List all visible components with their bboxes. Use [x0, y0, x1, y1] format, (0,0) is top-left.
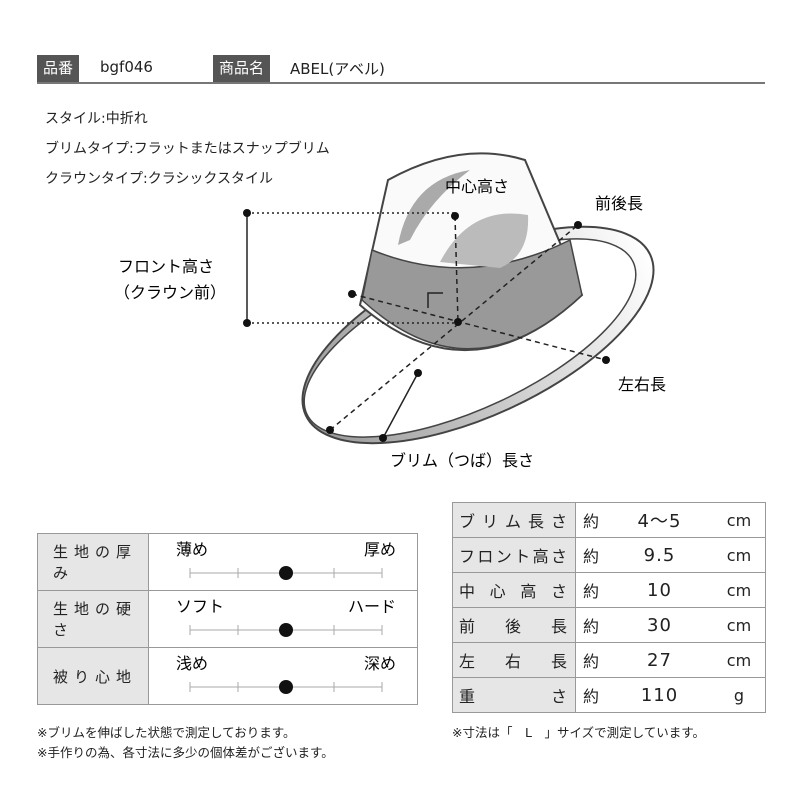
size-row: フロント高さ約 9.5 cm — [452, 537, 766, 573]
scale-left: 薄め — [176, 540, 208, 559]
feel-label: 被り心地 — [37, 647, 149, 705]
size-value: 9.5 — [606, 537, 713, 573]
size-label-text: 中心高さ — [459, 582, 569, 601]
style-line: ブリムタイプ:フラットまたはスナップブリム — [45, 141, 330, 157]
label: 前後長 — [595, 194, 643, 213]
feel-table: 生地の厚み 薄め 厚め生地の硬さ ソフト ハード被り心地 浅め 深め — [37, 533, 418, 705]
dot — [451, 212, 459, 220]
scale-left: 浅め — [176, 654, 208, 673]
size-row: 左右長約 27 cm — [452, 642, 766, 678]
dot — [243, 209, 251, 217]
feel-row: 生地の硬さ ソフト ハード — [37, 590, 418, 648]
size-table: ブリム長さ約 4～5 cm フロント高さ約 9.5 cm 中心高さ約 10 cm 前後長約 30 cm… — [452, 502, 766, 713]
scale: 薄め 厚め — [176, 540, 396, 580]
size-value: 27 — [606, 642, 713, 678]
scale-right: 厚め — [364, 540, 396, 559]
dot — [454, 318, 462, 326]
feel-scale: ソフト ハード — [148, 590, 418, 648]
label: 中心高さ — [445, 177, 509, 196]
left-right-line — [351, 293, 607, 361]
size-prefix: 約 — [575, 572, 606, 608]
size-label-text: フロント高さ — [459, 547, 569, 566]
label: ブリム（つば）長さ — [390, 451, 534, 470]
size-prefix: 約 — [575, 537, 606, 573]
feel-label-text: 生地の硬さ — [53, 600, 133, 639]
scale-right: 深め — [364, 654, 396, 673]
scale: ソフト ハード — [176, 597, 396, 637]
size-label-text: 重さ — [459, 687, 569, 706]
product-name: ABEL(アベル) — [290, 60, 385, 78]
size-label: フロント高さ — [452, 537, 576, 573]
scale-right: ハード — [348, 597, 396, 616]
size-label-text: 左右長 — [459, 652, 569, 671]
size-prefix: 約 — [575, 642, 606, 678]
crown-dent — [440, 213, 529, 268]
dot — [602, 356, 610, 364]
hat-diagram: 中心高さ 前後長 フロント高さ （クラウン前） 左右長 ブリム（つば）長さ — [114, 152, 666, 470]
style-line: クラウンタイプ:クラシックスタイル — [45, 171, 274, 187]
note: ※寸法は「 L 」サイズで測定しています。 — [452, 725, 705, 740]
size-unit: cm — [713, 607, 766, 643]
size-row: 中心高さ約 10 cm — [452, 572, 766, 608]
scale-dot — [279, 680, 293, 694]
style-line: スタイル:中折れ — [45, 111, 148, 127]
name-label: 商品名 — [213, 55, 271, 82]
size-label: 左右長 — [452, 642, 576, 678]
size-unit: cm — [713, 537, 766, 573]
size-row: 重さ約 110 g — [452, 677, 766, 713]
feel-scale: 浅め 深め — [148, 647, 418, 705]
size-value: 30 — [606, 607, 713, 643]
crown-dent — [398, 170, 470, 245]
size-label-text: 前後長 — [459, 617, 569, 636]
size-value: 110 — [606, 677, 713, 713]
note: ※手作りの為、各寸法に多少の個体差がございます。 — [37, 745, 334, 760]
size-label: 中心高さ — [452, 572, 576, 608]
size-value: 10 — [606, 572, 713, 608]
feel-scale: 薄め 厚め — [148, 533, 418, 591]
size-unit: g — [713, 677, 766, 713]
scale-left: ソフト — [176, 597, 224, 616]
label: 左右長 — [618, 375, 666, 394]
header-rule — [37, 82, 765, 84]
size-row: ブリム長さ約 4～5 cm — [452, 502, 766, 538]
size-value: 4～5 — [606, 502, 713, 538]
dot — [574, 221, 582, 229]
dot — [414, 369, 422, 377]
label: （クラウン前） — [114, 283, 226, 302]
note: ※ブリムを伸ばした状態で測定しております。 — [37, 725, 296, 740]
size-label: 前後長 — [452, 607, 576, 643]
feel-label: 生地の厚み — [37, 533, 149, 591]
code-label: 品番 — [37, 55, 80, 82]
size-prefix: 約 — [575, 607, 606, 643]
scale-dot — [279, 566, 293, 580]
size-unit: cm — [713, 572, 766, 608]
feel-label-text: 被り心地 — [53, 667, 133, 686]
size-row: 前後長約 30 cm — [452, 607, 766, 643]
feel-row: 被り心地 浅め 深め — [37, 647, 418, 705]
right-angle — [427, 292, 443, 308]
size-unit: cm — [713, 642, 766, 678]
dot — [326, 426, 334, 434]
brim-line — [382, 372, 419, 439]
code: bgf046 — [100, 58, 153, 76]
feel-label-text: 生地の厚み — [53, 543, 133, 582]
dot — [379, 434, 387, 442]
size-label: 重さ — [452, 677, 576, 713]
feel-row: 生地の厚み 薄め 厚め — [37, 533, 418, 591]
size-label: ブリム長さ — [452, 502, 576, 538]
size-unit: cm — [713, 502, 766, 538]
scale: 浅め 深め — [176, 654, 396, 694]
dot — [348, 290, 356, 298]
dot — [243, 319, 251, 327]
feel-label: 生地の硬さ — [37, 590, 149, 648]
size-prefix: 約 — [575, 502, 606, 538]
size-prefix: 約 — [575, 677, 606, 713]
size-label-text: ブリム長さ — [459, 512, 569, 531]
label: フロント高さ — [118, 257, 214, 276]
scale-dot — [279, 623, 293, 637]
